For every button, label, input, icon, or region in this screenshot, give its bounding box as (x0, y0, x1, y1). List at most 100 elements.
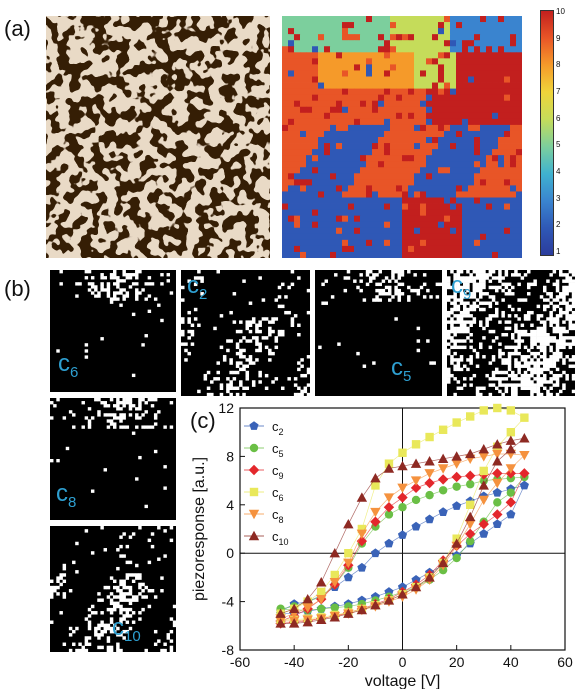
colorbar-tick-label: 2 (556, 220, 561, 230)
data-point-c10 (356, 492, 368, 502)
data-point-c2 (519, 480, 529, 490)
legend-label-c6: c6 (272, 485, 284, 503)
pfm-domain-image (46, 16, 270, 258)
cluster-map-c5: c5 (315, 270, 442, 396)
data-point-c2 (343, 572, 353, 582)
data-point-c8 (478, 452, 489, 462)
data-point-c10 (505, 435, 517, 445)
legend-label-c10: c10 (272, 529, 289, 547)
data-point-c5 (452, 553, 461, 563)
data-point-c8 (424, 469, 435, 479)
data-point-c8 (356, 529, 368, 540)
data-point-c9 (397, 492, 408, 503)
data-point-c10 (410, 581, 422, 592)
colorbar-tick-label: 7 (556, 87, 561, 96)
data-point-c5 (317, 604, 326, 614)
data-point-c10 (288, 618, 300, 628)
data-point-c2 (370, 548, 380, 558)
data-point-c6 (520, 413, 529, 422)
data-point-c10 (370, 600, 381, 610)
data-point-c6 (411, 440, 421, 449)
y-tick-label: -8 (222, 642, 235, 658)
data-point-c10 (343, 518, 354, 529)
legend-label-c5: c5 (272, 441, 284, 459)
y-tick-label: 8 (226, 448, 234, 464)
data-point-c10 (329, 548, 340, 558)
cluster-map-c9-pixels (447, 270, 575, 396)
x-tick-label: -20 (338, 654, 358, 670)
data-point-c10 (410, 458, 422, 468)
data-point-c8 (302, 603, 313, 613)
colorbar-tick-label: 3 (556, 193, 561, 203)
data-point-c6 (479, 466, 488, 476)
data-point-c5 (411, 495, 421, 505)
cluster-map-c6-pixels (56, 270, 174, 378)
data-point-c10 (505, 443, 517, 454)
data-point-c6 (506, 406, 516, 415)
cluster-map-c8-label: c8 (56, 480, 77, 511)
cluster-map-c10-label: c10 (112, 614, 141, 645)
legend-marker-c5 (249, 443, 259, 453)
legend-label-c9: c9 (272, 463, 284, 481)
data-point-c10 (329, 612, 340, 622)
data-point-c10 (275, 618, 286, 628)
y-tick-label: 0 (226, 545, 234, 561)
data-point-c10 (451, 451, 462, 461)
data-point-c5 (466, 480, 475, 489)
data-point-c2 (452, 501, 462, 510)
cluster-index-map (282, 16, 523, 259)
data-point-c6 (317, 587, 326, 597)
data-point-c10 (383, 595, 395, 605)
data-point-c5 (506, 488, 516, 497)
cluster-index-grid (282, 16, 523, 259)
data-point-c10 (492, 456, 503, 466)
cluster-map-c8: c8 (50, 398, 176, 520)
data-point-c8 (316, 594, 327, 605)
data-point-c2 (492, 487, 502, 497)
colorbar-bar (540, 10, 554, 256)
data-point-c10 (343, 608, 354, 618)
data-point-c2 (411, 575, 421, 584)
data-point-c5 (425, 490, 434, 500)
cluster-map-c9: c9 (447, 270, 575, 396)
data-point-c6 (344, 549, 353, 558)
data-point-c5 (466, 536, 475, 546)
data-point-c10 (424, 572, 435, 582)
data-point-c10 (519, 433, 530, 443)
data-point-c5 (438, 486, 448, 495)
data-point-c5 (452, 482, 461, 491)
data-point-c8 (478, 495, 489, 506)
data-point-c10 (424, 456, 435, 466)
cluster-map-c5-label: c5 (391, 354, 412, 385)
data-point-c10 (437, 453, 449, 464)
legend-label-c8: c8 (272, 507, 284, 525)
data-point-c6 (493, 403, 502, 413)
data-point-c8 (451, 459, 462, 469)
data-point-c5 (384, 510, 394, 519)
colorbar-tick-label: 4 (556, 167, 561, 176)
data-point-c10 (478, 480, 489, 490)
legend-marker-c6 (249, 487, 259, 497)
x-tick-label: 20 (449, 654, 465, 670)
data-point-c9 (492, 468, 503, 479)
colorbar-tick-label: 6 (556, 113, 561, 123)
data-point-c6 (506, 428, 516, 437)
data-point-c5 (398, 503, 407, 512)
data-point-c10 (288, 603, 300, 614)
data-point-c10 (302, 593, 313, 604)
data-point-c10 (492, 439, 503, 449)
data-point-c10 (397, 589, 408, 599)
data-point-c6 (357, 524, 367, 534)
y-tick-label: 4 (226, 497, 234, 513)
data-point-c9 (383, 502, 395, 513)
data-point-c8 (437, 464, 449, 474)
data-point-c2 (397, 530, 408, 539)
y-tick-label: 12 (218, 400, 234, 416)
data-point-c9 (424, 477, 435, 489)
colorbar (540, 10, 554, 256)
data-point-c10 (316, 577, 327, 587)
data-point-c10 (275, 608, 286, 618)
colorbar-tick-label: 8 (556, 60, 561, 70)
data-point-c2 (438, 507, 448, 516)
x-tick-label: -60 (230, 654, 250, 670)
